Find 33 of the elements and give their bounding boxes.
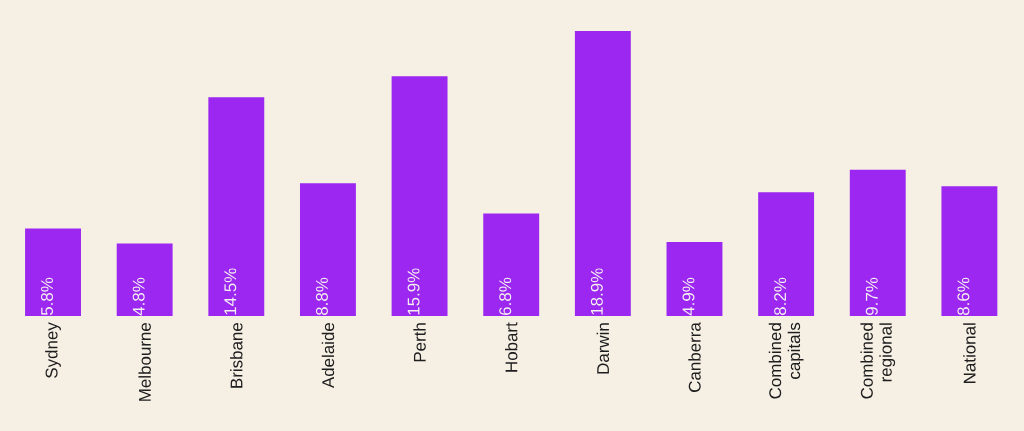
data-label: 14.5% xyxy=(224,268,237,315)
bar xyxy=(666,242,723,316)
bar xyxy=(299,183,356,316)
data-label: 18.9% xyxy=(590,268,603,315)
bar xyxy=(574,31,631,316)
x-tick-label: Adelaide xyxy=(321,322,335,389)
bar xyxy=(483,213,540,316)
data-label: 4.9% xyxy=(682,277,695,316)
x-tick-label: Combined regional xyxy=(860,323,896,399)
bar xyxy=(25,228,81,316)
x-tick-label: National xyxy=(963,323,976,383)
x-tick-label: Combined capitals xyxy=(768,322,804,399)
x-tick-label: Melbourne xyxy=(138,322,151,401)
data-label: 8.8% xyxy=(315,277,328,316)
bar xyxy=(116,243,173,316)
x-tick-label: Canberra xyxy=(688,322,701,392)
x-tick-label: Hobart xyxy=(505,322,518,372)
data-label: 8.2% xyxy=(774,277,787,316)
data-label: 9.7% xyxy=(865,277,878,315)
data-label: 15.9% xyxy=(407,268,420,315)
bar xyxy=(758,192,815,316)
data-label: 6.8% xyxy=(499,277,512,315)
data-label: 5.8% xyxy=(41,277,54,316)
x-tick-label: Sydney xyxy=(45,322,61,378)
bar xyxy=(391,76,448,316)
bar xyxy=(208,97,265,316)
x-tick-label: Brisbane xyxy=(230,322,243,388)
x-tick-label: Perth xyxy=(413,323,426,362)
data-label: 8.6% xyxy=(957,277,970,316)
data-label: 4.8% xyxy=(132,277,145,316)
x-tick-label: Darwin xyxy=(596,323,610,374)
bar xyxy=(849,169,906,316)
bar xyxy=(941,186,998,316)
